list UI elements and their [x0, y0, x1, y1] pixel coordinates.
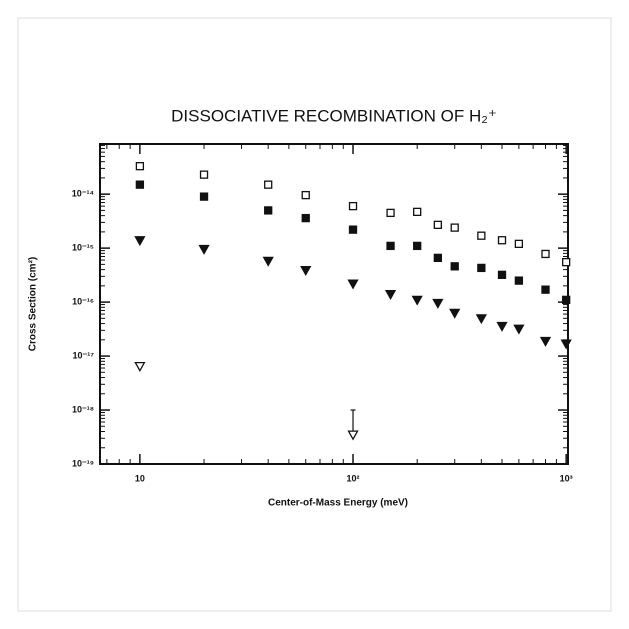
plot-frame [99, 143, 569, 465]
y-tick-label: 10⁻¹⁹ [72, 458, 94, 468]
point [300, 266, 312, 277]
x-tick-label: 10³ [560, 473, 573, 483]
point [264, 206, 273, 215]
point [449, 308, 461, 319]
y-tick-label: 10⁻¹⁵ [72, 243, 94, 253]
point [199, 170, 209, 179]
point [562, 295, 571, 305]
point [347, 279, 359, 290]
point [514, 239, 524, 249]
point [347, 430, 359, 441]
point [496, 321, 508, 332]
frame [17, 17, 612, 612]
x-tick-label: 10² [347, 473, 360, 483]
point [301, 190, 310, 200]
point [539, 336, 552, 347]
point [432, 298, 444, 309]
point [413, 241, 422, 251]
point [562, 257, 571, 267]
point [513, 324, 525, 335]
point [477, 263, 486, 273]
point [497, 270, 507, 279]
point [264, 180, 273, 189]
y-tick-label: 10⁻¹⁷ [73, 350, 95, 360]
y-tick-label: 10⁻¹⁸ [72, 404, 94, 414]
point [262, 256, 274, 267]
point [348, 201, 358, 211]
point [386, 241, 395, 251]
point [411, 295, 423, 306]
point [348, 225, 358, 234]
y-tick-label: 10⁻¹⁶ [72, 296, 94, 306]
point [433, 253, 442, 263]
point [134, 362, 146, 372]
point [477, 231, 486, 240]
point [475, 314, 487, 325]
y-tick-label: 10⁻¹⁴ [72, 189, 94, 199]
point [413, 207, 422, 217]
point [301, 213, 310, 223]
point [135, 162, 145, 171]
point [541, 285, 550, 294]
x-axis-label: Center-of-Mass Energy (meV) [268, 498, 408, 509]
point [560, 339, 572, 350]
y-axis-label: Cross Section (cm²) [28, 257, 39, 351]
point [514, 276, 524, 285]
point [386, 208, 395, 218]
point [450, 262, 459, 271]
chart-title: DISSOCIATIVE RECOMBINATION OF H₂⁺ [171, 106, 497, 125]
point [433, 220, 442, 229]
point [199, 192, 209, 201]
x-tick-label: 10 [135, 473, 145, 483]
point [450, 223, 459, 232]
point [134, 236, 146, 247]
point [541, 249, 550, 259]
point [497, 236, 507, 245]
point [135, 180, 145, 189]
point [198, 244, 210, 255]
point [384, 290, 397, 301]
